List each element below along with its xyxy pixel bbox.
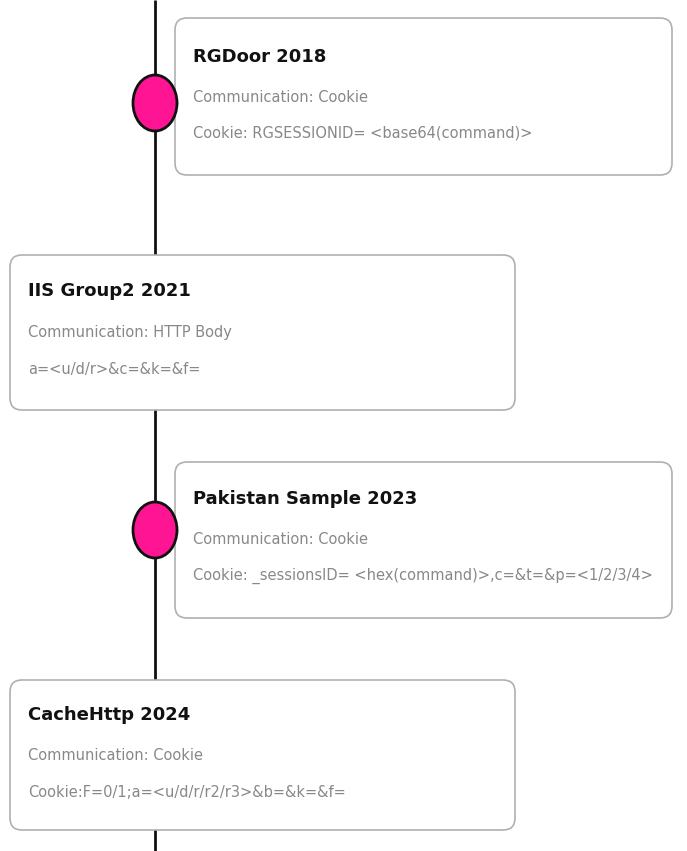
FancyBboxPatch shape bbox=[10, 255, 515, 410]
Text: CacheHttp 2024: CacheHttp 2024 bbox=[28, 706, 190, 724]
Ellipse shape bbox=[133, 75, 177, 131]
FancyBboxPatch shape bbox=[175, 18, 672, 175]
Text: Communication: HTTP Body: Communication: HTTP Body bbox=[28, 325, 232, 340]
Ellipse shape bbox=[133, 502, 177, 558]
Text: Pakistan Sample 2023: Pakistan Sample 2023 bbox=[193, 490, 417, 508]
Text: Cookie: _sessionsID= <hex(command)>,c=&t=&p=<1/2/3/4>: Cookie: _sessionsID= <hex(command)>,c=&t… bbox=[193, 568, 653, 584]
Text: Cookie: RGSESSIONID= <base64(command)>: Cookie: RGSESSIONID= <base64(command)> bbox=[193, 125, 532, 140]
Text: Communication: Cookie: Communication: Cookie bbox=[28, 748, 203, 763]
Text: Cookie:F=0/1;a=<u/d/r/r2/r3>&b=&k=&f=: Cookie:F=0/1;a=<u/d/r/r2/r3>&b=&k=&f= bbox=[28, 785, 346, 800]
Text: a=<u/d/r>&c=&k=&f=: a=<u/d/r>&c=&k=&f= bbox=[28, 362, 201, 377]
FancyBboxPatch shape bbox=[10, 680, 515, 830]
Text: IIS Group2 2021: IIS Group2 2021 bbox=[28, 282, 191, 300]
Text: Communication: Cookie: Communication: Cookie bbox=[193, 90, 368, 105]
Text: Communication: Cookie: Communication: Cookie bbox=[193, 532, 368, 547]
FancyBboxPatch shape bbox=[175, 462, 672, 618]
Text: RGDoor 2018: RGDoor 2018 bbox=[193, 48, 326, 66]
